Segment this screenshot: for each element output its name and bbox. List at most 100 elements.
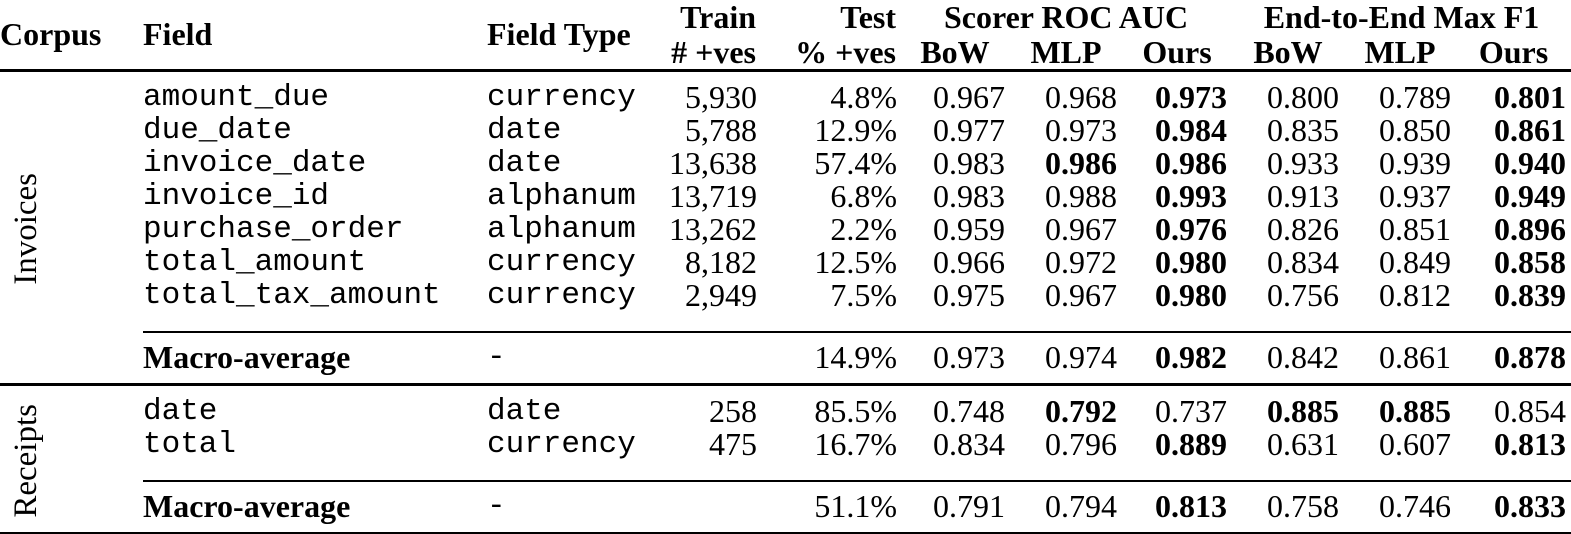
cell-f1-mlp: 0.885 [1379,393,1451,429]
cell-roc-mlp: 0.796 [1045,426,1117,462]
col-header-train: Train [680,0,756,35]
cell-test-positives: 85.5% [814,393,897,429]
macro-average-label: Macro-average [143,480,487,534]
cell-f1-ours: 0.858 [1494,244,1567,280]
cell-train-positives [643,331,760,386]
cell-test-positives: 4.8% [830,79,897,115]
cell-roc-ours: 0.813 [1122,480,1232,534]
col-header-corpus: Corpus [0,16,102,52]
cell-f1-bow: 0.834 [1267,244,1339,280]
cell-f1-ours: 0.940 [1494,145,1567,181]
col-header-train-positives: # +ves [643,35,760,72]
cell-f1-bow: 0.835 [1267,112,1339,148]
cell-test-positives: 12.5% [814,244,897,280]
col-header-f1-mlp: MLP [1344,35,1456,72]
macro-average-label: Macro-average [143,331,487,386]
rotated-corpus-label: Receipts [8,403,44,518]
col-header-roc-bow: BoW [900,35,1010,72]
table-row: Receipts date date 258 85.5% 0.748 0.792 0.737 0… [0,384,1571,534]
section-invoices: Invoices amount_due currency 5,930 4.8% 0.967… [0,70,1571,386]
cell-f1-bow: 0.800 [1267,79,1339,115]
cell-test-positives: 14.9% [760,331,900,386]
group-header-end-to-end-max-f1: End-to-End Max F1 [1263,0,1540,35]
cell-train-positives: 13,719 [669,178,757,214]
cell-f1-mlp: 0.939 [1379,145,1451,181]
cell-train-positives: 13,638 [669,145,757,181]
table-row: total_amount currency 8,182 12.5% 0.966 0.972… [0,244,1571,280]
group-header-scorer-roc-auc: Scorer ROC AUC [943,0,1189,35]
corpus-cell-invoices: Invoices [0,70,143,386]
cell-f1-mlp: 0.861 [1344,331,1456,386]
cell-field-type: date [487,394,562,429]
rotated-corpus-label: Invoices [8,173,44,285]
cell-roc-bow: 0.966 [933,244,1005,280]
cell-roc-ours: 0.993 [1155,178,1227,214]
cell-f1-ours: 0.854 [1494,393,1567,429]
cell-field-type: alphanum [487,179,636,214]
table-row: purchase_order alphanum 13,262 2.2% 0.959 0.9… [0,211,1571,247]
cell-field-type: - [487,480,643,534]
col-header-f1-bow: BoW [1232,35,1344,72]
cell-roc-mlp: 0.968 [1045,79,1117,115]
cell-train-positives: 5,788 [685,112,757,148]
cell-field: date [143,394,218,429]
cell-f1-mlp: 0.812 [1379,277,1451,313]
cell-f1-bow: 0.885 [1267,393,1339,429]
cell-f1-ours: 0.949 [1494,178,1567,214]
table-row: due_date date 5,788 12.9% 0.977 0.973 0.984 0.8… [0,112,1571,148]
cell-train-positives: 5,930 [685,79,757,115]
cell-f1-ours: 0.801 [1494,79,1567,115]
col-header-roc-mlp: MLP [1010,35,1122,72]
cell-roc-ours: 0.980 [1155,244,1227,280]
table-row: Invoices amount_due currency 5,930 4.8% 0.967… [0,70,1571,386]
cell-roc-mlp: 0.973 [1045,112,1117,148]
cell-field-type: currency [487,427,636,462]
col-header-field-type: Field Type [487,16,631,52]
cell-roc-bow: 0.973 [900,331,1010,386]
cell-f1-bow: 0.913 [1267,178,1339,214]
cell-roc-ours: 0.986 [1155,145,1227,181]
col-header-field: Field [143,16,213,52]
cell-roc-ours: 0.737 [1155,393,1227,429]
cell-f1-mlp: 0.746 [1344,480,1456,534]
cell-roc-mlp: 0.967 [1045,277,1117,313]
cell-field: total [143,427,237,462]
cell-f1-mlp: 0.851 [1379,211,1451,247]
table-row: invoice_id alphanum 13,719 6.8% 0.983 0.988 0.… [0,178,1571,214]
cell-f1-bow: 0.826 [1267,211,1339,247]
cell-field-type: currency [487,80,636,115]
cell-test-positives: 7.5% [830,277,897,313]
cell-f1-mlp: 0.849 [1379,244,1451,280]
cell-train-positives: 258 [709,393,757,429]
cell-field: due_date [143,113,292,148]
cell-roc-bow: 0.977 [933,112,1005,148]
cell-roc-bow: 0.959 [933,211,1005,247]
cell-roc-ours: 0.889 [1155,426,1227,462]
section-receipts: Receipts date date 258 85.5% 0.748 0.792 0.737 0… [0,384,1571,534]
cell-roc-mlp: 0.986 [1045,145,1117,181]
table-row: invoice_date date 13,638 57.4% 0.983 0.986 0.9… [0,145,1571,181]
cell-train-positives [643,480,760,534]
macro-average-row: Macro-average -14.9% 0.973 0.974 0.982 0.842 0… [0,331,1571,386]
col-header-test-positives: % +ves [760,35,900,72]
cell-roc-ours: 0.980 [1155,277,1227,313]
table-header: Corpus Field Field Type Train Test Score… [0,0,1571,72]
cell-field: purchase_order [143,212,404,247]
cell-field-type: currency [487,278,636,313]
cell-train-positives: 8,182 [685,244,757,280]
cell-f1-mlp: 0.789 [1379,79,1451,115]
cell-f1-bow: 0.933 [1267,145,1339,181]
cell-roc-mlp: 0.988 [1045,178,1117,214]
table-row: total_tax_amount currency 2,949 7.5% 0.975 0.… [0,279,1571,332]
cell-f1-mlp: 0.937 [1379,178,1451,214]
cell-roc-mlp: 0.967 [1045,211,1117,247]
cell-f1-ours: 0.833 [1456,480,1571,534]
cell-train-positives: 13,262 [669,211,757,247]
cell-roc-bow: 0.983 [933,178,1005,214]
cell-roc-bow: 0.975 [933,277,1005,313]
cell-field: total_tax_amount [143,278,441,313]
cell-roc-ours: 0.976 [1155,211,1227,247]
cell-field-type: currency [487,245,636,280]
cell-field: invoice_date [143,146,367,181]
